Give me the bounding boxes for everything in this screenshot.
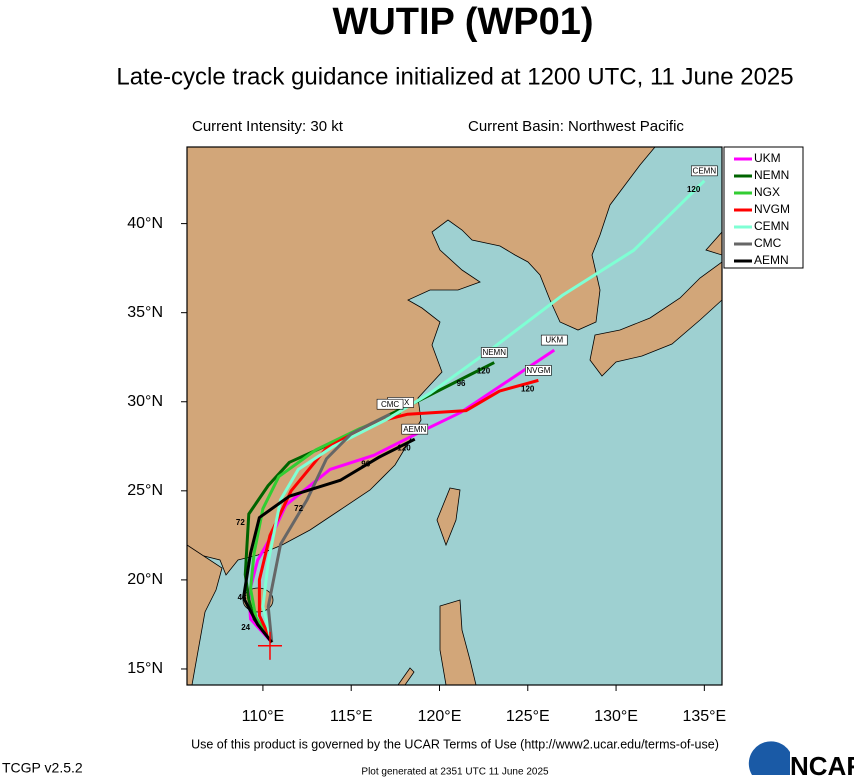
land-japan [589,261,722,377]
track-end-box [525,365,552,376]
hour-label: 120 [521,384,535,393]
logo-mark [748,741,790,775]
track-end-text: AEMN [403,425,426,434]
legend-label: NVGM [754,202,790,216]
track [257,378,539,643]
land-indochina [187,544,223,685]
legend-box [723,146,804,269]
track-end-box [480,347,508,358]
track-end-text: NVGM [526,366,550,375]
x-tick-label: 135°E [682,708,726,725]
x-tick-label: 125°E [506,708,550,725]
legend-label: NEMN [754,168,789,182]
title: WUTIP (WP01) [332,1,593,43]
land-luzon [439,599,477,685]
land-palawan [397,667,415,685]
hour-label: 24 [241,623,250,632]
y-tick-label: 25°N [127,482,163,499]
land-taiwan [436,487,461,547]
hour-label: 48 [238,593,247,602]
track-end-box [540,334,568,346]
terms: Use of this product is governed by the U… [191,737,719,751]
basin: Current Basin: Northwest Pacific [468,118,684,135]
track [261,179,706,643]
plot-frame [186,146,723,686]
track [249,411,402,644]
legend-label: CMC [754,236,782,250]
track-end-label: NVGM [525,365,552,376]
legend-label: AEMN [754,253,789,267]
x-tick-label: 110°E [242,708,285,725]
track-end-label: CMC [376,398,404,410]
track-end-box [401,423,429,435]
land-asia [187,147,656,576]
generated: Plot generated at 2351 UTC 11 June 2025 [361,767,549,778]
legend-label: CEMN [754,219,789,233]
hour-label: 96 [457,379,466,388]
track-end-box [691,165,718,177]
track-end-label: UKM [540,334,568,346]
hour-label: 96 [361,459,370,468]
hour-label: 72 [294,504,303,513]
version: TCGP v2.5.2 [2,760,83,776]
land-japan-north [705,231,722,256]
hour-label: 120 [687,185,701,194]
y-tick-label: 20°N [127,571,163,588]
track-end-label: NEMN [480,347,508,358]
basemap [187,147,722,685]
x-tick-label: 120°E [418,708,462,725]
track-end-text: NEMN [482,348,506,357]
track-end-text: CMC [381,400,399,409]
track [266,412,391,643]
legend-label: UKM [754,151,781,165]
y-tick-label: 15°N [127,660,163,677]
current-position [257,631,282,660]
track [242,437,416,644]
track-end-text: UKM [545,336,563,345]
intensity: Current Intensity: 30 kt [192,118,344,135]
x-tick-label: 130°E [594,708,638,725]
track-end-label: AEMN [401,423,429,435]
y-tick-label: 30°N [127,393,163,410]
hour-label: 120 [477,367,491,376]
tracks [242,179,706,644]
track-end-label: CEMN [691,165,718,177]
hour-label: 72 [236,518,245,527]
subtitle: Late-cycle track guidance initialized at… [116,63,793,90]
y-tick-label: 40°N [127,215,163,232]
x-tick-label: 115°E [330,708,373,725]
track-end-box [376,398,404,410]
logo: NCAR [790,751,854,780]
y-tick-label: 35°N [127,304,163,321]
hour-label: 120 [397,443,411,452]
legend-label: NGX [754,185,780,199]
track-end-text: CEMN [693,166,717,175]
